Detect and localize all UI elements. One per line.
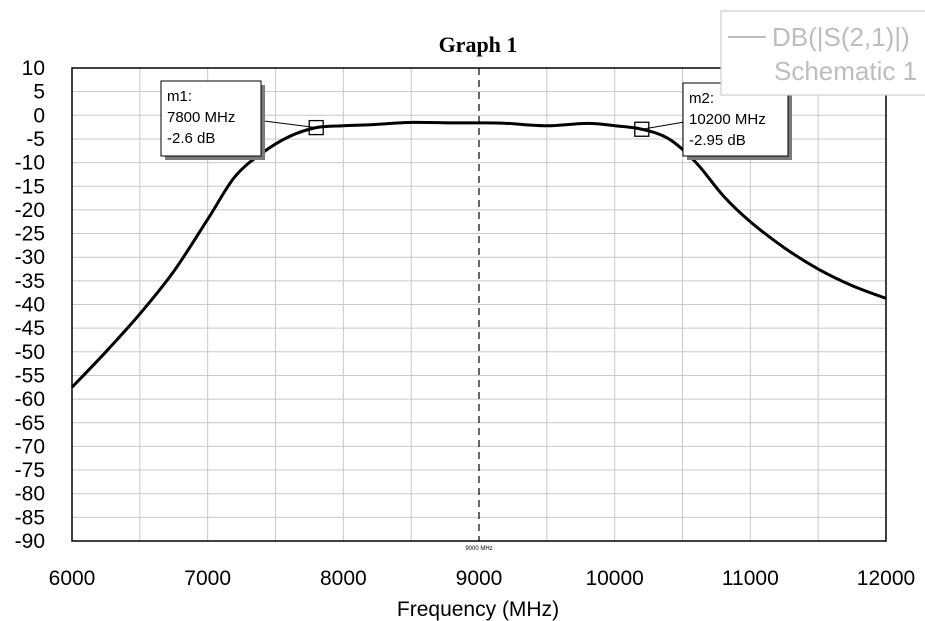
x-tick-label: 12000 xyxy=(857,567,915,590)
y-tick-label: -70 xyxy=(15,435,45,458)
marker-square xyxy=(634,121,650,137)
y-tick-label: -35 xyxy=(15,270,45,293)
marker-leader-line xyxy=(260,120,317,129)
marker-label-line: m2: xyxy=(689,90,714,107)
y-tick-label: -80 xyxy=(15,483,45,506)
reference-vline-group: 9000 MHz xyxy=(465,68,493,552)
x-tick-label: 7000 xyxy=(184,567,231,590)
marker-label-line: 10200 MHz xyxy=(689,111,766,128)
marker-m1: m1: 7800 MHz -2.6 dB xyxy=(160,80,324,160)
y-tick-label: -60 xyxy=(15,388,45,411)
y-tick-label: -10 xyxy=(15,152,45,175)
legend-box xyxy=(720,10,925,96)
y-tick-label: -20 xyxy=(15,199,45,222)
y-tick-label: -25 xyxy=(15,223,45,246)
series-layer xyxy=(70,120,887,389)
y-tick-label: -90 xyxy=(15,530,45,553)
y-tick-label: -55 xyxy=(15,364,45,387)
y-tick-label: -75 xyxy=(15,459,45,482)
y-tick-label: -65 xyxy=(15,412,45,435)
marker-label-line: -2.95 dB xyxy=(689,132,746,149)
x-axis-label: Frequency (MHz) xyxy=(397,598,559,621)
y-tick-label: -15 xyxy=(15,175,45,198)
y-tick-label: -85 xyxy=(15,506,45,529)
marker-box xyxy=(160,80,262,157)
marker-layer: m1: 7800 MHz -2.6 dB m2: 10200 MHz -2.95 dB xyxy=(160,80,792,160)
x-tick-label: 11000 xyxy=(722,567,779,590)
marker-m2: m2: 10200 MHz -2.95 dB xyxy=(634,82,792,160)
y-tick-label: -5 xyxy=(26,128,45,151)
marker-square xyxy=(308,119,324,136)
marker-label-line: -2.6 dB xyxy=(167,130,215,147)
x-axis-ticks: 6000 7000 8000 9000 10000 11000 12000 xyxy=(49,567,916,590)
x-tick-label: 6000 xyxy=(49,567,96,590)
y-tick-label: -45 xyxy=(15,317,45,340)
chart-title: Graph 1 xyxy=(439,32,518,57)
legend-entry-sublabel: Schematic 1 xyxy=(774,56,917,86)
y-tick-label: 0 xyxy=(33,104,45,127)
y-tick-label: -30 xyxy=(15,246,45,269)
y-tick-label: -50 xyxy=(15,341,45,364)
marker-label-line: 7800 MHz xyxy=(167,109,235,126)
y-axis-ticks: 1050-5-10-15-20-25-30-35-40-45-50-55-60-… xyxy=(15,57,45,553)
y-tick-label: 10 xyxy=(22,57,45,80)
reference-vline-label: 9000 MHz xyxy=(465,546,492,552)
y-tick-label: 5 xyxy=(33,81,45,104)
x-tick-label: 9000 xyxy=(456,567,503,590)
legend: DB(|S(2,1)|) Schematic 1 xyxy=(720,10,925,96)
x-tick-label: 8000 xyxy=(320,567,367,590)
x-tick-label: 10000 xyxy=(585,567,643,590)
series-line xyxy=(70,120,887,389)
marker-label-line: m1: xyxy=(167,88,192,105)
y-tick-label: -40 xyxy=(15,294,45,317)
legend-entry-label: DB(|S(2,1)|) xyxy=(772,22,910,52)
